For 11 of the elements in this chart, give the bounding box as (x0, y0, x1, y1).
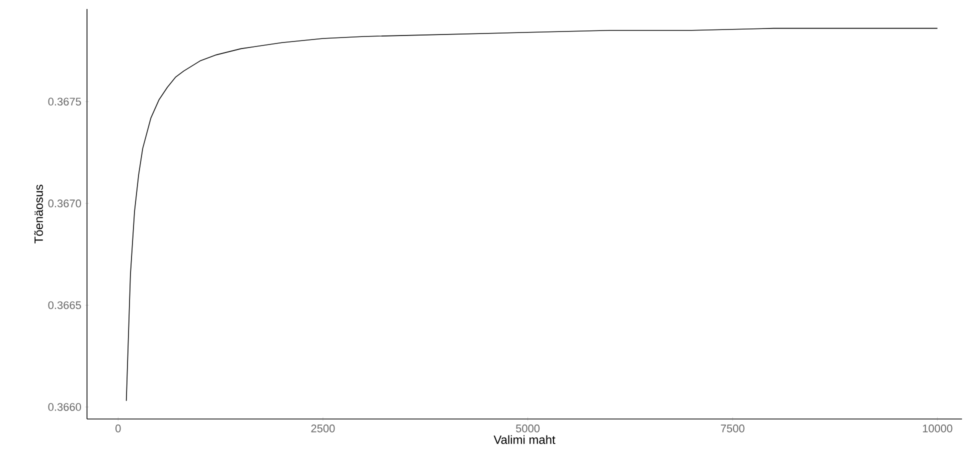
x-tick-label: 0 (116, 424, 121, 432)
x-tick-label: 2500 (311, 424, 335, 432)
x-tick-label: 7500 (720, 424, 744, 432)
y-tick-label: 0.3670 (48, 200, 82, 208)
x-tick-label: 5000 (516, 424, 540, 432)
x-tick-label: 10000 (922, 424, 952, 432)
x-axis-title: Valimi maht (494, 435, 556, 444)
y-tick-label: 0.3675 (48, 98, 81, 106)
y-tick-label: 0.3660 (48, 403, 82, 411)
y-axis-title: Tõenäosus (34, 184, 43, 244)
y-tick-label: 0.3665 (48, 301, 81, 310)
